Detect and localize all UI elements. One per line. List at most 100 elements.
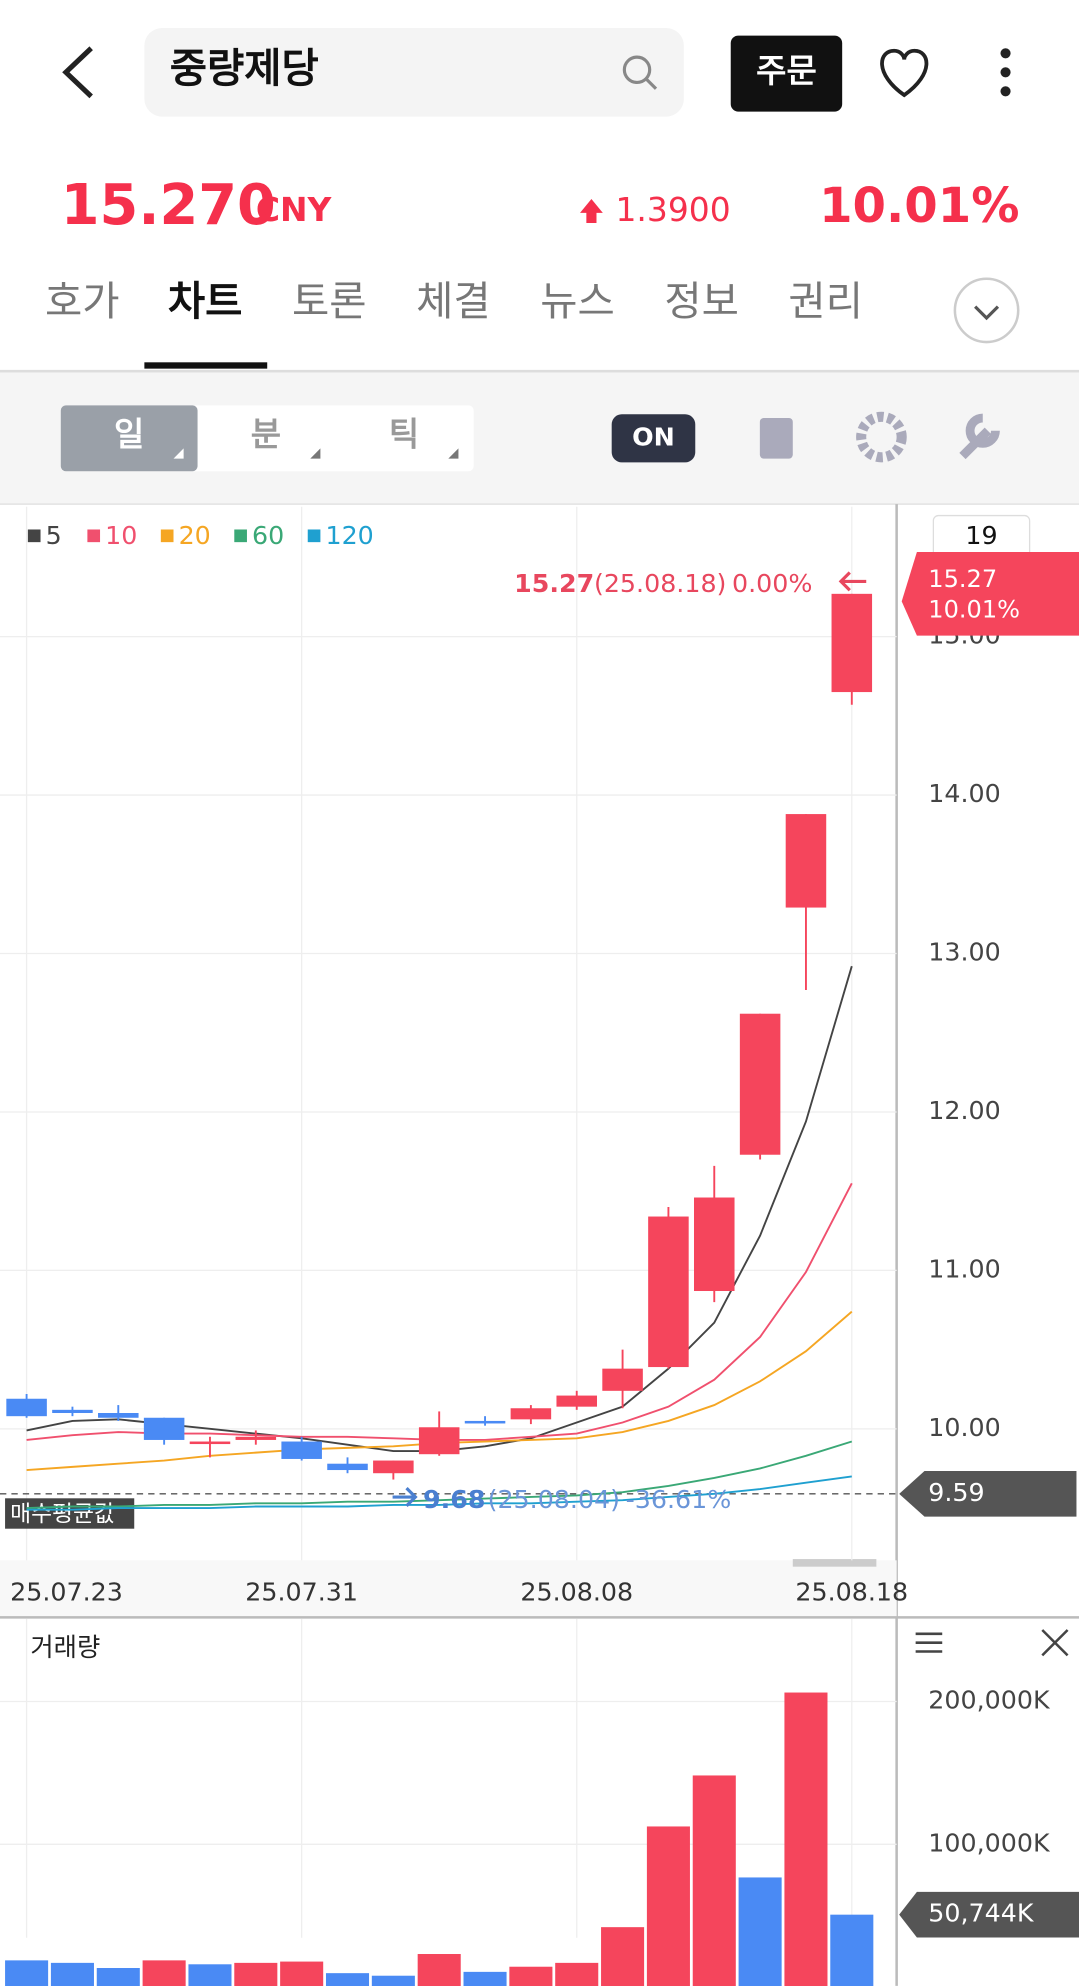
legend-swatch <box>234 529 247 543</box>
candle-body <box>189 1441 231 1445</box>
candle-body <box>373 1460 414 1474</box>
volume-bar <box>646 1826 690 1986</box>
candle-body <box>6 1398 47 1417</box>
legend-swatch <box>27 529 41 543</box>
candle-body <box>648 1216 689 1368</box>
legend-label: 60 <box>252 520 284 550</box>
ma-line <box>26 1475 852 1511</box>
stock-name: 중량제당 <box>170 44 319 92</box>
toggle-label: ON <box>632 421 675 451</box>
avg-label-bg <box>5 1498 135 1529</box>
y-tick-label: 200,000K <box>928 1684 1051 1714</box>
count-label: 19 <box>965 520 997 550</box>
tab-underline <box>144 362 268 369</box>
candle-body <box>281 1441 322 1459</box>
volume-title: 거래량 <box>30 1632 100 1662</box>
back-button[interactable] <box>62 46 93 99</box>
favorite-icon[interactable] <box>880 48 929 98</box>
rotate-icon[interactable] <box>759 418 793 459</box>
candle-body <box>235 1436 277 1440</box>
candle-body <box>831 593 873 693</box>
volume-bar <box>509 1966 553 1986</box>
tab[interactable]: 차트 <box>168 277 243 325</box>
tab[interactable]: 호가 <box>45 277 120 325</box>
menu-icon[interactable] <box>915 1632 943 1653</box>
order-button[interactable] <box>730 35 843 112</box>
avg-price-tag <box>899 1471 1077 1517</box>
candle-body <box>143 1417 185 1440</box>
period[interactable]: 틱 <box>389 414 419 453</box>
low-marker-change: -36.61% <box>626 1484 732 1514</box>
corner-mark <box>173 448 184 459</box>
tab[interactable]: 토론 <box>292 277 367 325</box>
search-icon[interactable] <box>622 55 652 85</box>
high-marker-arrow <box>838 571 867 592</box>
candle-body <box>785 814 827 908</box>
high-marker-date: (25.08.18) <box>594 568 726 598</box>
legend-swatch <box>160 529 174 543</box>
search-icon-handle <box>644 77 658 90</box>
y-tick-label: 12.00 <box>928 1095 1000 1125</box>
change-pct: 10.01% <box>819 178 1019 234</box>
corner-mark <box>448 448 459 459</box>
tab[interactable]: 체결 <box>416 277 491 325</box>
x-tick-label: 25.08.18 <box>795 1576 908 1606</box>
legend-label: 5 <box>46 520 62 550</box>
legend-swatch <box>307 529 321 543</box>
candle-body <box>556 1395 597 1407</box>
candle-body <box>602 1368 643 1391</box>
last-price-change: 10.01% <box>928 595 1020 623</box>
volume-bar <box>371 1975 415 1986</box>
up-arrow <box>580 198 603 224</box>
period-active <box>60 405 198 472</box>
change: 1.3900 <box>615 190 730 229</box>
more-icon[interactable] <box>1000 48 1011 97</box>
y-tick-label: 10.00 <box>928 1412 1000 1442</box>
low-marker-arrow <box>392 1487 418 1508</box>
legend-label: 10 <box>105 520 137 550</box>
candle-body <box>418 1427 460 1455</box>
y-tick-label: 100,000K <box>928 1827 1051 1857</box>
tab[interactable]: 권리 <box>788 277 863 325</box>
volume-bar <box>142 1960 186 1986</box>
legend-swatch <box>87 529 101 543</box>
volume-bar <box>234 1962 278 1986</box>
legend-label: 120 <box>325 520 373 550</box>
search-box[interactable] <box>144 27 684 117</box>
settings-icon[interactable] <box>856 411 907 463</box>
last-volume-tag <box>899 1891 1079 1938</box>
candle-body <box>52 1409 93 1414</box>
scrollbar[interactable] <box>792 1559 877 1567</box>
last-price-value: 15.27 <box>928 565 997 593</box>
volume-bar <box>280 1961 324 1986</box>
period[interactable]: 일 <box>114 414 144 453</box>
volume-bar <box>463 1971 507 1986</box>
high-marker-value: 15.27 <box>514 568 594 598</box>
volume-bar <box>417 1954 461 1986</box>
close-icon[interactable] <box>1041 1629 1069 1657</box>
candle-body <box>464 1420 506 1424</box>
toggle-button[interactable] <box>611 414 696 463</box>
low-marker-value: 9.68 <box>423 1484 485 1514</box>
tab[interactable]: 정보 <box>664 277 739 325</box>
period[interactable]: 분 <box>251 414 281 453</box>
candle-body <box>510 1408 552 1420</box>
corner-mark <box>310 448 321 459</box>
candle-body <box>327 1463 368 1471</box>
tools-icon[interactable] <box>959 413 1000 460</box>
expand-tabs[interactable] <box>953 277 1020 344</box>
date-axis <box>0 1560 897 1618</box>
tab[interactable]: 뉴스 <box>540 277 615 325</box>
avg-label: 매수평균값 <box>10 1501 115 1527</box>
legend-label: 20 <box>179 520 211 550</box>
x-tick-label: 25.07.31 <box>245 1576 358 1606</box>
last-price-tag <box>901 552 1079 636</box>
order-label: 주문 <box>756 51 817 90</box>
avg-price-value: 9.59 <box>928 1477 984 1507</box>
chevron <box>974 305 1000 321</box>
y-tick-label: 14.00 <box>928 778 1000 808</box>
y-tick-label: 11.00 <box>928 1253 1000 1283</box>
volume-bar <box>5 1960 49 1986</box>
last-volume-label: 50,744K <box>928 1898 1035 1928</box>
